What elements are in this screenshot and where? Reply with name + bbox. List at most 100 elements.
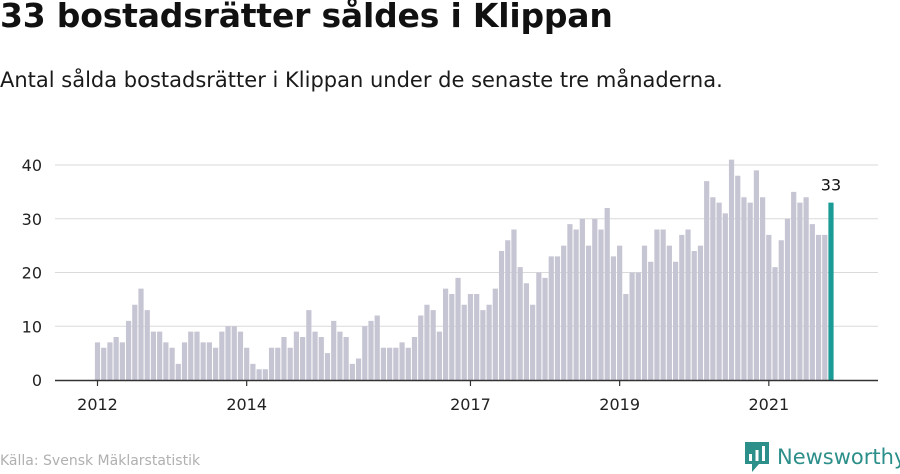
bar [237, 331, 244, 381]
bar [250, 363, 256, 381]
bar [411, 337, 418, 380]
y-tick-label: 30 [22, 210, 42, 229]
bar [324, 353, 331, 381]
bar [101, 347, 107, 380]
bar [803, 197, 809, 380]
bar [362, 326, 368, 380]
bar [393, 347, 399, 380]
x-tick-label: 2021 [748, 395, 789, 414]
bar [94, 342, 101, 381]
bar [169, 347, 175, 380]
bar [200, 342, 206, 381]
y-tick-label: 0 [32, 371, 42, 390]
bar [424, 304, 430, 380]
bar [213, 347, 219, 380]
bar [623, 294, 629, 380]
bar [181, 342, 188, 381]
bar [554, 256, 561, 381]
bar [461, 304, 467, 380]
bar [505, 240, 511, 380]
bar [107, 342, 113, 381]
bar [741, 197, 747, 380]
bar [175, 363, 181, 381]
bar [387, 347, 393, 380]
bar [815, 234, 822, 381]
bar [281, 337, 287, 380]
bar [132, 304, 138, 380]
bar [125, 320, 132, 381]
brand[interactable]: Newsworthy [745, 441, 900, 473]
bar [119, 342, 125, 381]
bar [318, 337, 324, 380]
bar [697, 245, 704, 381]
bar [735, 175, 741, 380]
bars [94, 159, 834, 381]
chart-title: 33 bostadsrätter såldes i Klippan [0, 0, 613, 35]
bar [679, 234, 685, 381]
x-tick-label: 2014 [226, 395, 267, 414]
bar [492, 288, 498, 381]
bar [480, 310, 486, 381]
bar [617, 245, 623, 381]
bar [188, 331, 194, 381]
bar [722, 213, 728, 381]
bar [579, 218, 585, 380]
bar [138, 288, 144, 381]
bar [791, 191, 797, 381]
bar [654, 229, 660, 380]
bar [399, 342, 405, 381]
bar [666, 245, 672, 381]
bar [355, 358, 362, 380]
bar [343, 337, 349, 380]
newsworthy-logo-icon [745, 442, 769, 472]
bar [268, 347, 275, 380]
bar [349, 363, 355, 381]
bar [293, 331, 300, 381]
bar [312, 331, 318, 381]
bar [150, 331, 157, 381]
chart-subtitle: Antal sålda bostadsrätter i Klippan unde… [0, 68, 723, 92]
y-tick-label: 10 [22, 317, 42, 336]
y-tick-label: 40 [22, 156, 42, 175]
bar [436, 331, 442, 381]
bar [530, 304, 536, 380]
bar [728, 159, 735, 381]
bar [331, 320, 337, 381]
brand-name: Newsworthy [777, 445, 900, 469]
bar [418, 315, 424, 380]
bar [219, 331, 225, 381]
bar [517, 267, 523, 381]
bar [598, 229, 604, 380]
bar [660, 229, 666, 380]
bar [691, 251, 697, 380]
bar [641, 245, 648, 381]
bar [144, 310, 150, 381]
bar [610, 256, 617, 381]
bar [300, 337, 306, 380]
bar [206, 342, 212, 381]
bar [523, 283, 529, 380]
bar [380, 347, 387, 380]
bar [772, 267, 778, 381]
y-tick-label: 20 [22, 264, 42, 283]
bar [511, 229, 517, 380]
bar [573, 229, 579, 380]
bar [704, 181, 710, 381]
bar [822, 234, 828, 381]
bar [716, 202, 722, 381]
bar [306, 310, 312, 381]
bar [585, 245, 592, 381]
bar [287, 347, 293, 380]
bar [498, 251, 505, 380]
bar [405, 347, 411, 380]
bar [809, 224, 815, 381]
bar [710, 197, 716, 380]
bar [455, 277, 461, 381]
bar [449, 294, 455, 380]
bar [747, 202, 753, 381]
bar [467, 294, 474, 380]
bar [592, 218, 598, 380]
bar [275, 347, 281, 380]
bar [778, 240, 784, 380]
bar [256, 369, 262, 380]
